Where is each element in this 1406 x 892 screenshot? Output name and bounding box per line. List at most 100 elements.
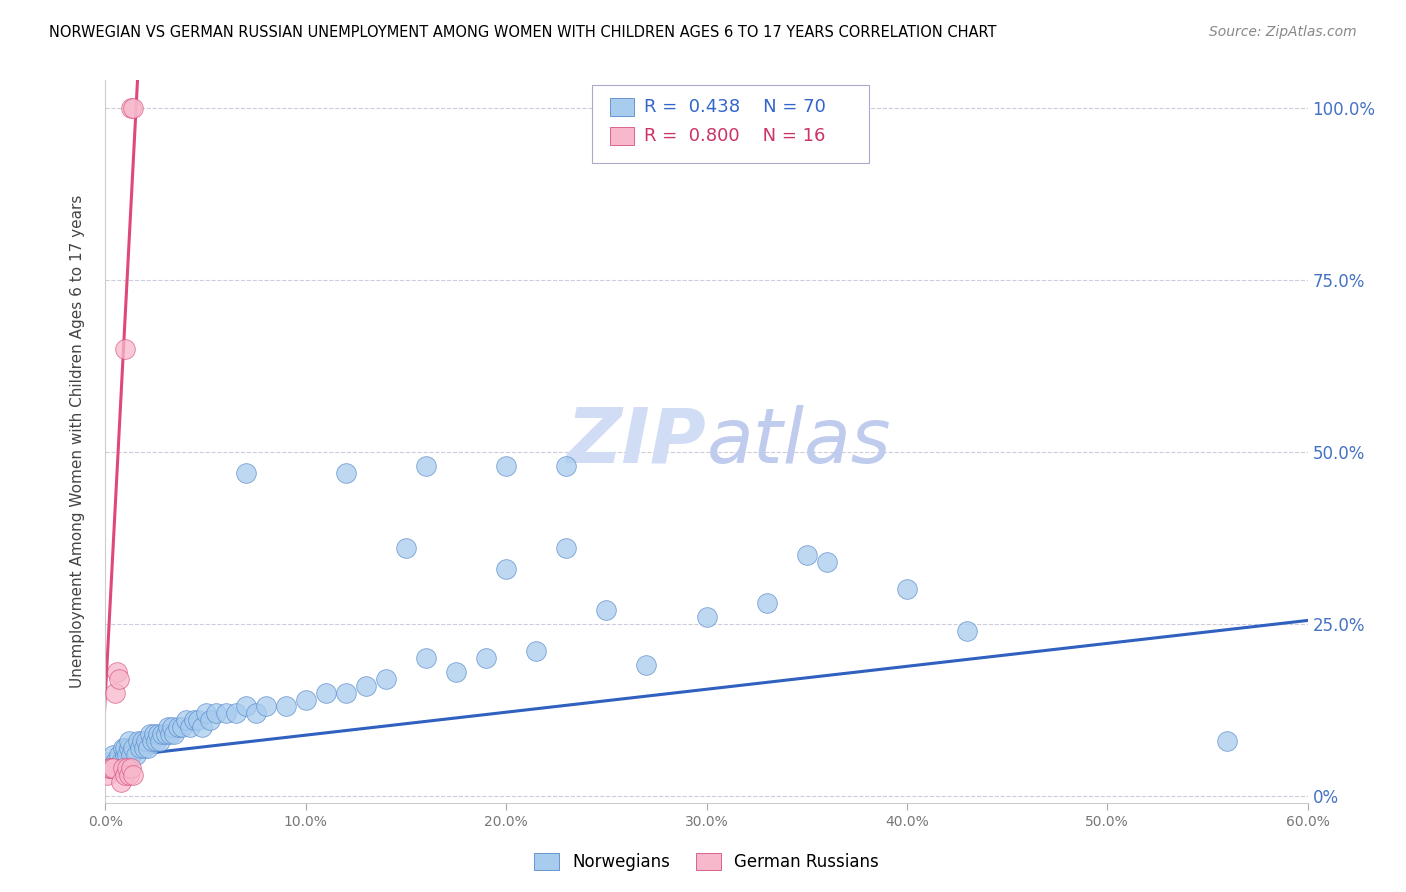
- Point: [148, 734, 170, 748]
- Point: [96, 761, 118, 775]
- Point: [118, 740, 141, 755]
- Point: [107, 761, 129, 775]
- Point: [225, 706, 247, 721]
- Point: [495, 562, 517, 576]
- FancyBboxPatch shape: [592, 86, 869, 163]
- Point: [114, 747, 136, 762]
- Text: R =  0.800    N = 16: R = 0.800 N = 16: [644, 127, 825, 145]
- Point: [235, 466, 257, 480]
- Point: [100, 761, 122, 775]
- Point: [121, 101, 143, 115]
- Y-axis label: Unemployment Among Women with Children Ages 6 to 17 years: Unemployment Among Women with Children A…: [70, 194, 84, 689]
- Point: [696, 610, 718, 624]
- Point: [127, 734, 149, 748]
- Point: [118, 734, 141, 748]
- Point: [214, 706, 236, 721]
- Point: [98, 761, 121, 775]
- Point: [108, 672, 131, 686]
- Point: [395, 541, 418, 556]
- Point: [815, 555, 838, 569]
- Point: [141, 734, 163, 748]
- Point: [555, 458, 578, 473]
- Point: [354, 679, 377, 693]
- Point: [146, 727, 169, 741]
- Point: [114, 768, 136, 782]
- Point: [174, 713, 197, 727]
- Point: [122, 101, 145, 115]
- Point: [444, 665, 467, 679]
- Point: [495, 458, 517, 473]
- Point: [138, 727, 160, 741]
- Point: [335, 466, 357, 480]
- Point: [159, 727, 181, 741]
- Point: [132, 740, 155, 755]
- FancyBboxPatch shape: [610, 98, 634, 117]
- Point: [96, 768, 118, 782]
- Point: [796, 548, 818, 562]
- Point: [124, 747, 146, 762]
- Point: [104, 755, 127, 769]
- Point: [112, 761, 135, 775]
- Point: [1216, 734, 1239, 748]
- Point: [415, 458, 437, 473]
- Point: [108, 747, 131, 762]
- Point: [103, 747, 125, 762]
- Point: [524, 644, 547, 658]
- Point: [150, 727, 173, 741]
- Point: [190, 720, 212, 734]
- Point: [131, 734, 153, 748]
- Point: [274, 699, 297, 714]
- Point: [170, 720, 193, 734]
- Point: [155, 727, 177, 741]
- Point: [110, 775, 132, 789]
- Point: [755, 596, 778, 610]
- Point: [103, 761, 125, 775]
- Point: [122, 768, 145, 782]
- Point: [183, 713, 205, 727]
- Point: [136, 740, 159, 755]
- Point: [295, 692, 318, 706]
- Point: [194, 706, 217, 721]
- Point: [114, 740, 136, 755]
- Point: [162, 727, 184, 741]
- Point: [156, 720, 179, 734]
- Point: [315, 686, 337, 700]
- Point: [110, 755, 132, 769]
- Point: [198, 713, 221, 727]
- Point: [117, 761, 139, 775]
- Point: [122, 740, 145, 755]
- Point: [114, 342, 136, 356]
- Point: [187, 713, 209, 727]
- Point: [374, 672, 398, 686]
- Text: atlas: atlas: [707, 405, 891, 478]
- Text: Source: ZipAtlas.com: Source: ZipAtlas.com: [1209, 25, 1357, 39]
- Point: [555, 541, 578, 556]
- Point: [415, 651, 437, 665]
- Point: [98, 755, 121, 769]
- FancyBboxPatch shape: [610, 128, 634, 145]
- Point: [636, 658, 658, 673]
- Point: [254, 699, 277, 714]
- Point: [107, 665, 129, 679]
- Point: [100, 761, 122, 775]
- Point: [166, 720, 188, 734]
- Point: [145, 734, 167, 748]
- Point: [128, 740, 150, 755]
- Point: [335, 686, 357, 700]
- Point: [121, 761, 143, 775]
- Text: NORWEGIAN VS GERMAN RUSSIAN UNEMPLOYMENT AMONG WOMEN WITH CHILDREN AGES 6 TO 17 : NORWEGIAN VS GERMAN RUSSIAN UNEMPLOYMENT…: [49, 25, 997, 40]
- Point: [121, 747, 143, 762]
- Point: [179, 720, 201, 734]
- Point: [118, 768, 141, 782]
- Point: [245, 706, 267, 721]
- Point: [142, 727, 165, 741]
- Legend: Norwegians, German Russians: Norwegians, German Russians: [527, 846, 886, 878]
- Point: [112, 740, 135, 755]
- Point: [117, 747, 139, 762]
- Text: R =  0.438    N = 70: R = 0.438 N = 70: [644, 98, 825, 116]
- Point: [235, 699, 257, 714]
- Point: [135, 734, 157, 748]
- Point: [956, 624, 979, 638]
- Point: [475, 651, 498, 665]
- Point: [160, 720, 183, 734]
